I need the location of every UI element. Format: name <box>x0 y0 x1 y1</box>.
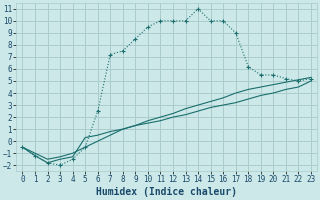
X-axis label: Humidex (Indice chaleur): Humidex (Indice chaleur) <box>96 187 237 197</box>
